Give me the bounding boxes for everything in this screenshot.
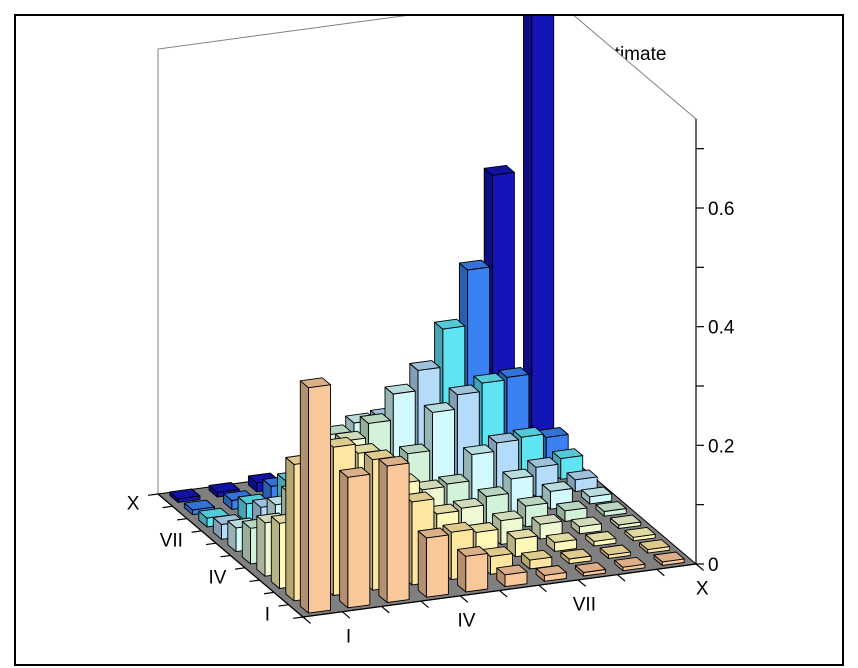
x-tick-mark bbox=[577, 579, 587, 587]
x-tick-label: IV bbox=[458, 610, 476, 631]
y-tick-mark bbox=[206, 542, 217, 546]
y-tick-label: X bbox=[127, 494, 140, 515]
bar-r1-c1 bbox=[299, 377, 331, 614]
chart-axes: 0 0.2 0.4 0.6 I IV VII X I IV VII X bbox=[127, 119, 735, 647]
bar-r3-c10 bbox=[624, 526, 656, 542]
bar-r10-c10 bbox=[523, 16, 555, 456]
x-tick-label: X bbox=[696, 579, 709, 600]
bar-r1-c3 bbox=[378, 455, 410, 603]
bar-r1-c2 bbox=[339, 466, 371, 609]
bar-r4-c9 bbox=[570, 516, 602, 535]
y-tick-mark bbox=[177, 518, 188, 521]
x-tick-label: I bbox=[346, 626, 351, 647]
bar-r3-c8 bbox=[545, 532, 578, 552]
bar-r4-c10 bbox=[610, 514, 642, 529]
bar-r6-c10 bbox=[581, 486, 613, 505]
x-tick-mark bbox=[459, 595, 469, 603]
x-tick-mark bbox=[538, 584, 547, 593]
bar-r1-c10 bbox=[653, 551, 685, 566]
bar-r2-c9 bbox=[599, 544, 631, 559]
bar-r5-c9 bbox=[556, 500, 588, 522]
bar-r1-c5 bbox=[457, 546, 489, 593]
bar-r2-c8 bbox=[560, 548, 592, 565]
chart-bars bbox=[169, 16, 685, 614]
bar-r1-c6 bbox=[496, 564, 528, 588]
z-tick-label: 0.4 bbox=[708, 318, 735, 339]
z-tick-label: 0.6 bbox=[708, 199, 734, 220]
bar-r10-c1 bbox=[169, 488, 201, 503]
y-tick-label: VII bbox=[160, 531, 183, 552]
y-tick-mark bbox=[148, 493, 159, 496]
x-tick-mark bbox=[302, 616, 312, 624]
bar-r2-c10 bbox=[639, 539, 671, 554]
bar3d-chart: 0 0.2 0.4 0.6 I IV VII X I IV VII X bbox=[127, 16, 735, 647]
x-tick-mark bbox=[499, 590, 508, 598]
bar-r5-c10 bbox=[595, 501, 627, 517]
y-tick-mark bbox=[220, 554, 231, 558]
bar-r1-c9 bbox=[614, 556, 646, 572]
x-tick-mark bbox=[420, 600, 429, 609]
bar-r3-c9 bbox=[585, 531, 617, 547]
x-tick-mark bbox=[695, 563, 705, 571]
y-tick-mark bbox=[191, 530, 202, 533]
y-tick-mark bbox=[264, 591, 275, 595]
x-tick-mark bbox=[341, 611, 351, 619]
bar-r2-c7 bbox=[521, 549, 553, 570]
x-tick-mark bbox=[656, 568, 665, 577]
y-tick-mark bbox=[278, 604, 289, 607]
bar-r1-c4 bbox=[417, 527, 449, 598]
chart-frame: Markov 5-year transition matrix; Taiwan,… bbox=[14, 14, 844, 666]
x-tick-mark bbox=[381, 605, 390, 614]
y-tick-mark bbox=[235, 567, 246, 570]
y-tick-mark bbox=[162, 505, 173, 509]
bar-r10-c2 bbox=[208, 482, 240, 498]
bar-r1-c8 bbox=[574, 562, 607, 577]
y-tick-label: I bbox=[265, 604, 270, 625]
x-tick-label: VII bbox=[573, 595, 596, 616]
bar-r1-c7 bbox=[535, 565, 567, 582]
y-tick-mark bbox=[293, 616, 304, 619]
z-tick-label: 0.2 bbox=[708, 436, 734, 457]
y-tick-label: IV bbox=[209, 567, 227, 588]
y-tick-mark bbox=[249, 579, 260, 583]
z-tick-label: 0 bbox=[708, 555, 719, 576]
x-tick-mark bbox=[617, 574, 626, 582]
